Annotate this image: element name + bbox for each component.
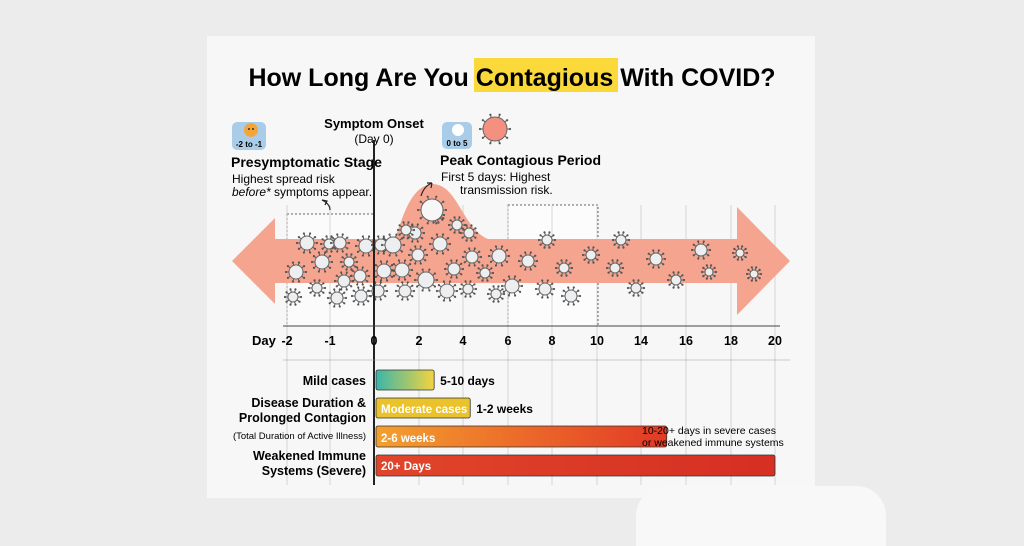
virus-icon <box>295 232 319 254</box>
bar-moderate <box>375 397 471 419</box>
virus-icon <box>645 249 667 269</box>
face-icon: -2 to -1 <box>232 122 266 150</box>
group-label-2: Prolonged Contagion <box>239 411 366 425</box>
presymptomatic-line1: Highest spread risk <box>232 172 336 186</box>
tick-label: -2 <box>281 334 292 348</box>
mild-value: 5-10 days <box>440 374 495 388</box>
prolonged-note-2: or weakened immune systems <box>642 437 784 449</box>
severe-label-1: Weakened Immune <box>253 449 366 463</box>
prolonged-bar-text: 2-6 weeks <box>381 433 435 445</box>
virus-icon <box>731 245 749 261</box>
virus-icon <box>310 251 334 273</box>
contagion-arrow <box>232 184 790 315</box>
virus-icon <box>443 259 465 279</box>
tick-label: 6 <box>505 334 512 348</box>
virus-icon <box>372 260 396 282</box>
virus-icon <box>700 264 718 280</box>
virus-icon <box>461 247 483 267</box>
group-label-1: Disease Duration & <box>251 396 366 410</box>
virus-icon <box>307 279 327 297</box>
virus-icon <box>554 259 574 277</box>
prolonged-note-1: 10-20+ days in severe cases <box>642 425 776 437</box>
virus-icon <box>329 233 351 253</box>
virus-icon <box>475 264 495 282</box>
svg-text:-2 to -1: -2 to -1 <box>236 140 263 149</box>
moderate-value: 1-2 weeks <box>476 402 533 416</box>
virus-icon <box>605 259 625 277</box>
background-shape <box>636 486 886 546</box>
onset-label: Symptom Onset <box>324 116 424 131</box>
virus-icon <box>435 280 459 302</box>
axis-label: Day <box>252 333 277 348</box>
svg-text:0 to 5: 0 to 5 <box>447 139 468 148</box>
virus-icon <box>487 245 511 267</box>
virus-icon <box>478 113 512 145</box>
virus-icon <box>745 266 763 282</box>
virus-particles <box>283 195 763 308</box>
virus-icon <box>283 288 303 306</box>
bar-severe <box>375 454 776 477</box>
virus-icon <box>626 279 646 297</box>
tick-label: 2 <box>416 334 423 348</box>
virus-icon <box>537 231 557 249</box>
tick-label: 14 <box>634 334 648 348</box>
severe-bar-text: 20+ Days <box>381 461 431 473</box>
tick-label: 20 <box>768 334 782 348</box>
virus-icon <box>611 231 631 249</box>
virus-icon <box>380 233 406 257</box>
virus-icon <box>413 268 439 292</box>
moderate-bar-text: Moderate cases <box>381 404 467 416</box>
virus-icon <box>486 285 506 303</box>
tick-label: 4 <box>460 334 467 348</box>
peak-line2: transmission risk. <box>460 183 553 197</box>
title-highlight <box>474 58 618 92</box>
virus-icon <box>396 221 416 239</box>
face-icon: 0 to 5 <box>442 122 472 149</box>
tick-label: 10 <box>590 334 604 348</box>
virus-icon <box>333 271 355 291</box>
tick-label: 18 <box>724 334 738 348</box>
group-sub: (Total Duration of Active Illness) <box>233 431 366 442</box>
severe-label-2: Systems (Severe) <box>262 464 366 478</box>
virus-icon <box>428 233 452 255</box>
mild-label: Mild cases <box>303 374 366 388</box>
page-title: How Long Are You Contagious With COVID? <box>248 64 775 92</box>
bar-mild <box>375 369 435 391</box>
virus-icon <box>560 286 582 306</box>
virus-icon <box>349 266 371 286</box>
virus-icon <box>517 251 539 271</box>
peak-line1: First 5 days: Highest <box>441 170 551 184</box>
virus-icon <box>581 246 601 264</box>
virus-icon <box>459 224 479 242</box>
presymptomatic-heading: Presymptomatic Stage <box>231 154 382 170</box>
virus-icon <box>390 259 414 281</box>
virus-icon <box>666 271 686 289</box>
virus-icon <box>458 280 478 298</box>
axis-ticks: -2 -1 0 2 4 6 8 10 14 16 18 20 <box>281 334 782 348</box>
virus-icon <box>394 281 416 301</box>
virus-icon <box>500 275 524 297</box>
curved-arrow-icon <box>321 199 331 211</box>
onset-sub: (Day 0) <box>354 132 393 146</box>
virus-icon <box>478 113 512 145</box>
virus-icon <box>339 253 359 271</box>
tick-label: -1 <box>324 334 335 348</box>
virus-icon <box>407 245 429 265</box>
tick-label: 16 <box>679 334 693 348</box>
bar-prolonged <box>375 425 668 448</box>
virus-icon <box>690 240 712 260</box>
tick-label: 0 <box>371 334 378 348</box>
presymptomatic-line2: before* symptoms appear. <box>232 185 372 199</box>
virus-icon <box>534 279 556 299</box>
virus-icon <box>284 261 308 283</box>
virus-icon <box>416 195 448 225</box>
virus-icon <box>326 288 348 308</box>
peak-heading: Peak Contagious Period <box>440 152 601 168</box>
tick-label: 8 <box>549 334 556 348</box>
